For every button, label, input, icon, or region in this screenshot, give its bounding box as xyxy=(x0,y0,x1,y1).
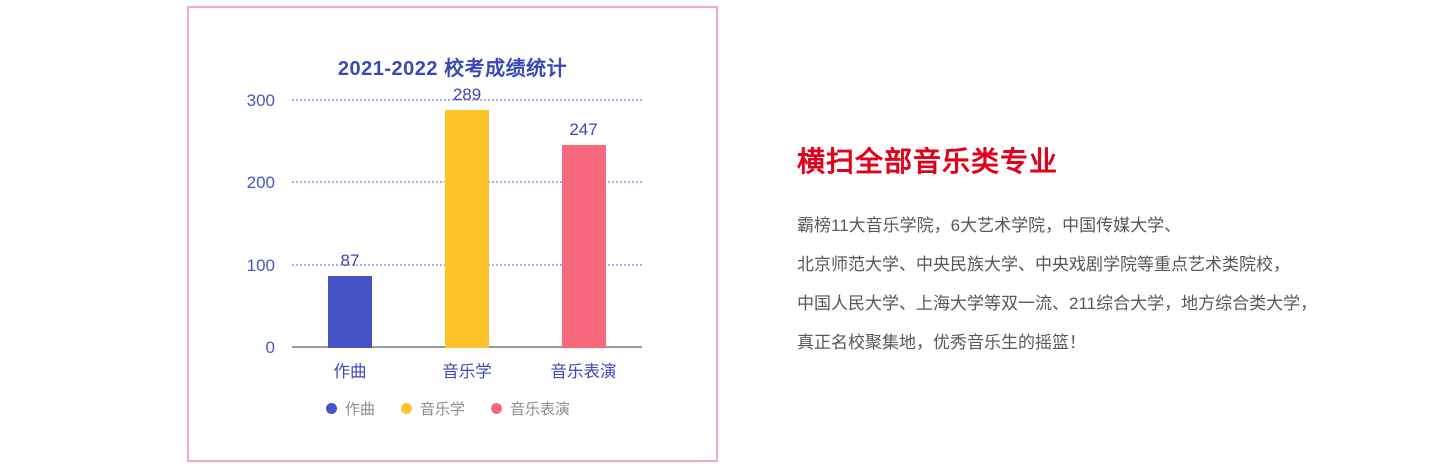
legend-dot-icon xyxy=(326,403,337,414)
bar-value-label: 289 xyxy=(452,85,482,105)
legend-item: 作曲 xyxy=(326,398,375,419)
legend-label: 音乐表演 xyxy=(510,401,571,418)
x-axis-category-label: 音乐学 xyxy=(442,363,492,381)
bar-1 xyxy=(328,276,372,348)
y-axis-tick-label: 100 xyxy=(246,255,275,275)
legend-item: 音乐学 xyxy=(401,398,465,419)
info-panel: 横扫全部音乐类专业 霸榜11大音乐学院，6大艺术学院，中国传媒大学、北京师范大学… xyxy=(797,140,1417,362)
x-axis-category-label: 音乐表演 xyxy=(550,363,617,381)
x-axis-category-label: 作曲 xyxy=(333,363,367,381)
chart-legend: 作曲 音乐学 音乐表演 xyxy=(326,398,570,419)
bar-value-label: 87 xyxy=(340,251,360,271)
bar-3 xyxy=(561,144,606,348)
info-text-line: 霸榜11大音乐学院，6大艺术学院，中国传媒大学、 xyxy=(797,216,1182,235)
info-text-line: 中国人民大学、上海大学等双一流、211综合大学，地方综合类大学， xyxy=(797,294,1318,313)
y-axis-tick-label: 300 xyxy=(246,91,275,111)
legend-label: 音乐学 xyxy=(420,401,466,418)
y-axis-tick-label: 200 xyxy=(246,173,275,193)
bar-plot: 0 100 200 300 87 作曲 289 音乐学 247 音乐表演 xyxy=(247,8,642,381)
info-heading: 横扫全部音乐类专业 xyxy=(797,146,1059,177)
legend-label: 作曲 xyxy=(345,401,376,418)
legend-dot-icon xyxy=(491,403,503,414)
bar-2 xyxy=(445,110,489,348)
bar-value-label: 247 xyxy=(569,119,598,139)
info-text: 霸榜11大音乐学院，6大艺术学院，中国传媒大学、北京师范大学、中央民族大学、中央… xyxy=(797,206,1417,362)
chart-title: 2021-2022 校考成绩统计 xyxy=(337,58,568,80)
legend-item: 音乐表演 xyxy=(491,398,570,419)
chart-card: 2021-2022 校考成绩统计 0 100 200 300 87 作曲 289 音乐学 247… xyxy=(187,6,718,462)
info-text-line: 真正名校聚集地，优秀音乐生的摇篮！ xyxy=(797,333,1086,352)
info-text-line: 北京师范大学、中央民族大学、中央戏剧学院等重点艺术类院校， xyxy=(797,255,1290,274)
legend-dot-icon xyxy=(401,403,413,414)
gridline xyxy=(292,99,642,102)
y-axis-tick-label: 0 xyxy=(265,338,275,357)
